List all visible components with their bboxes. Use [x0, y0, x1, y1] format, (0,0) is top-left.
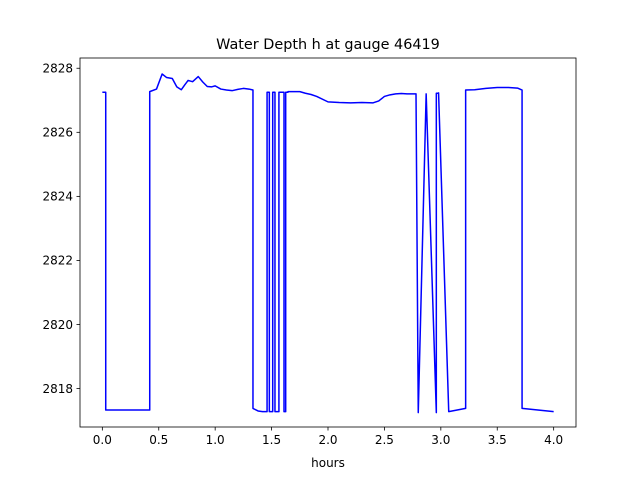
x-axis-label: hours [311, 456, 345, 470]
x-tick-label: 2.0 [318, 433, 337, 447]
y-tick-label: 2824 [42, 190, 73, 204]
x-axis-ticks: 0.0 0.5 1.0 1.5 2.0 2.5 3.0 3.5 4.0 [93, 427, 563, 447]
y-tick-label: 2826 [42, 126, 73, 140]
x-tick-label: 1.0 [206, 433, 225, 447]
y-axis-ticks: 2818 2820 2822 2824 2826 2828 [42, 62, 80, 396]
y-tick-label: 2820 [42, 318, 73, 332]
x-tick-label: 2.5 [375, 433, 394, 447]
y-tick-label: 2818 [42, 382, 73, 396]
chart-title: Water Depth h at gauge 46419 [216, 37, 440, 53]
y-tick-label: 2822 [42, 254, 73, 268]
axes-frame [79, 57, 577, 428]
x-tick-label: 4.0 [544, 433, 563, 447]
series-line-1 [102, 73, 554, 414]
y-tick-label: 2828 [42, 62, 73, 76]
x-tick-label: 3.5 [488, 433, 507, 447]
x-tick-label: 0.0 [93, 433, 112, 447]
x-tick-label: 0.5 [149, 433, 168, 447]
x-tick-label: 1.5 [262, 433, 281, 447]
plot-area [79, 57, 577, 428]
x-tick-label: 3.0 [431, 433, 450, 447]
